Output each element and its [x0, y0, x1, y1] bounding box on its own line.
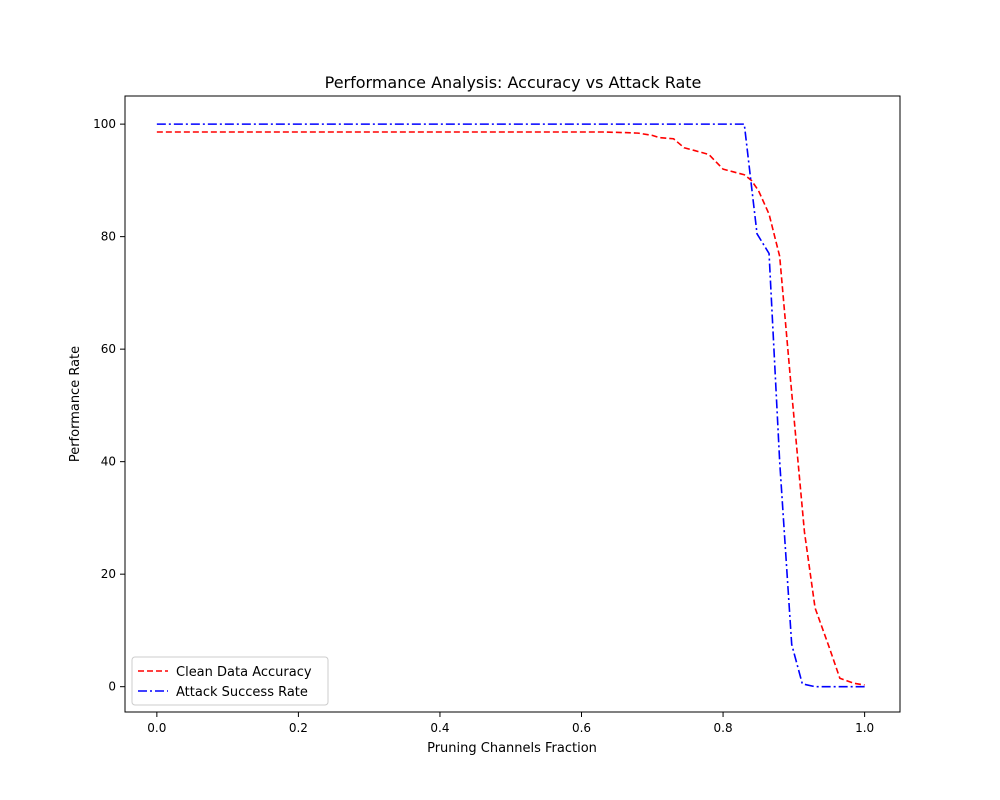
y-axis: 0 20 40 60 80 100 [93, 117, 125, 694]
legend-box [131, 656, 329, 706]
legend-label-attack-rate: Attack Success Rate [176, 685, 308, 700]
x-tick-label: 1.0 [855, 721, 874, 735]
y-tick-label: 60 [101, 342, 116, 356]
legend: Clean Data Accuracy Attack Success Rate [131, 656, 329, 706]
x-tick-label: 0.8 [714, 721, 733, 735]
y-tick-label: 0 [108, 680, 116, 694]
y-tick-label: 80 [101, 230, 116, 244]
attack-success-line [156, 123, 865, 688]
x-tick-label: 0.2 [289, 721, 308, 735]
y-tick-label: 40 [101, 455, 116, 469]
y-tick-label: 100 [93, 117, 116, 131]
y-axis-label: Performance Rate [68, 346, 83, 462]
plot-area [156, 123, 865, 688]
x-tick-label: 0.4 [430, 721, 449, 735]
axes-frame [124, 95, 901, 713]
y-tick-label: 20 [101, 567, 116, 581]
x-tick-label: 0.0 [147, 721, 166, 735]
x-tick-label: 0.6 [572, 721, 591, 735]
x-axis-label: Pruning Channels Fraction [427, 741, 597, 756]
chart-title: Performance Analysis: Accuracy vs Attack… [325, 73, 702, 92]
clean-accuracy-line [156, 131, 865, 686]
legend-label-clean-accuracy: Clean Data Accuracy [176, 665, 312, 680]
x-axis: 0.0 0.2 0.4 0.6 0.8 1.0 [147, 712, 874, 735]
